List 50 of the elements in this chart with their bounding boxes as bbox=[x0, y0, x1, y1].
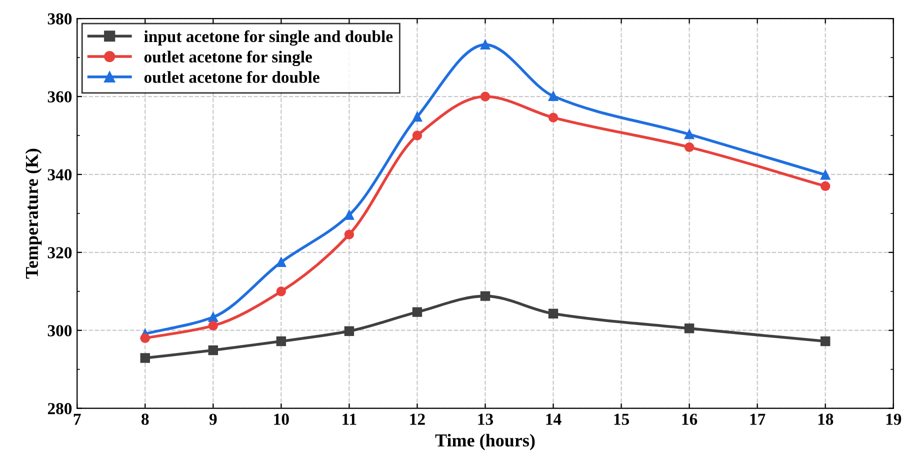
point bbox=[208, 345, 218, 356]
x-tick-label: 14 bbox=[546, 414, 562, 425]
point bbox=[276, 336, 286, 346]
y-tick-label: 340 bbox=[48, 169, 72, 180]
point bbox=[480, 291, 490, 301]
x-tick-label: 10 bbox=[274, 414, 289, 425]
x-tick-label: 8 bbox=[142, 414, 149, 425]
x-tick-label: 7 bbox=[74, 414, 81, 425]
y-tick-label: 300 bbox=[48, 325, 72, 336]
point bbox=[684, 142, 694, 152]
x-tick-label: 15 bbox=[614, 414, 630, 425]
x-axis-title: Time (hours) bbox=[435, 434, 535, 450]
x-tick-label: 19 bbox=[886, 414, 902, 425]
point bbox=[276, 257, 286, 268]
x-tick-label: 11 bbox=[342, 414, 356, 425]
point bbox=[480, 40, 490, 50]
point bbox=[412, 307, 422, 317]
point bbox=[140, 333, 150, 344]
x-tick-label: 12 bbox=[410, 414, 425, 425]
point bbox=[208, 320, 218, 331]
legend-label: outlet acetone for double bbox=[144, 70, 320, 83]
point bbox=[344, 210, 354, 220]
point bbox=[412, 130, 422, 140]
point bbox=[412, 112, 422, 122]
y-tick-label: 360 bbox=[48, 91, 72, 102]
point bbox=[140, 353, 150, 363]
x-tick-label: 16 bbox=[682, 414, 698, 425]
point bbox=[548, 112, 558, 122]
y-tick-label: 320 bbox=[48, 247, 72, 258]
legend-label: outlet acetone for single bbox=[144, 50, 312, 66]
y-tick-label: 380 bbox=[48, 13, 72, 25]
legend-label: input acetone for single and double bbox=[144, 30, 393, 46]
point bbox=[344, 326, 354, 336]
y-tick-label: 280 bbox=[48, 403, 72, 414]
point bbox=[548, 91, 558, 101]
point bbox=[684, 324, 694, 334]
point bbox=[820, 336, 830, 346]
point bbox=[344, 230, 354, 240]
x-tick-label: 18 bbox=[818, 414, 834, 425]
point bbox=[548, 308, 558, 318]
y-axis-title: Temperature (K) bbox=[25, 148, 42, 279]
point bbox=[480, 92, 490, 102]
x-tick-label: 9 bbox=[209, 414, 217, 425]
point bbox=[820, 181, 830, 192]
x-tick-label: 13 bbox=[478, 414, 494, 425]
point bbox=[684, 129, 694, 140]
point bbox=[208, 312, 218, 322]
x-tick-label: 17 bbox=[750, 414, 766, 425]
point bbox=[276, 286, 286, 296]
point bbox=[820, 170, 830, 180]
